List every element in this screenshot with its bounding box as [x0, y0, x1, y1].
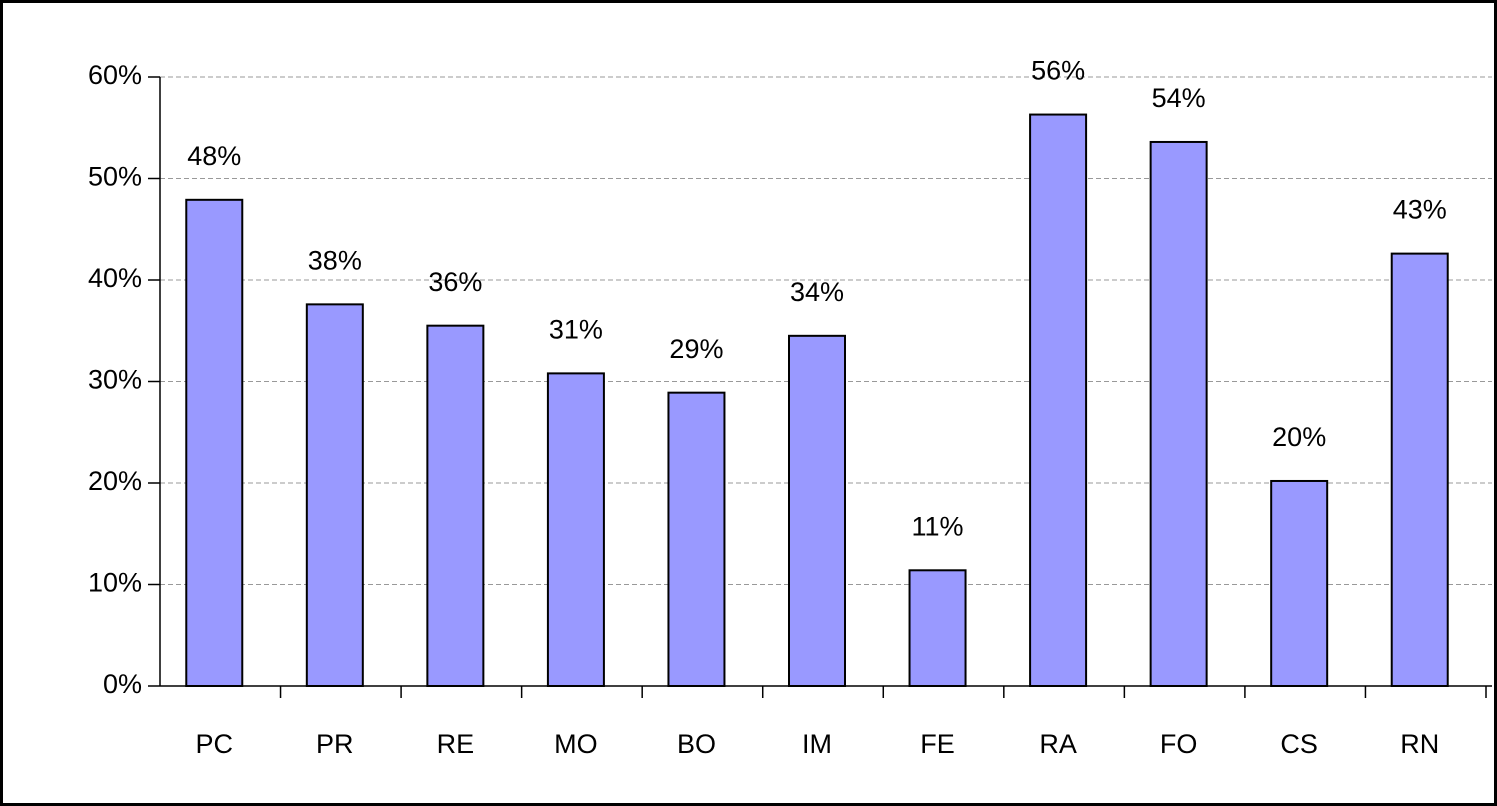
x-tick-label: RE [437, 729, 475, 759]
bar [1270, 479, 1329, 687]
data-label: 29% [669, 334, 723, 364]
data-label: 54% [1152, 83, 1206, 113]
bar [546, 372, 605, 687]
y-tick-label: 40% [88, 263, 142, 293]
x-tick-label: PC [196, 729, 234, 759]
bar [426, 324, 485, 687]
y-tick-label: 10% [88, 568, 142, 598]
data-label: 11% [912, 511, 964, 541]
bar [305, 303, 364, 687]
x-tick-label: IM [802, 729, 832, 759]
bar [185, 198, 244, 687]
data-label: 20% [1272, 422, 1326, 452]
y-tick-label: 50% [88, 162, 142, 192]
bar [788, 334, 846, 687]
data-label: 43% [1393, 195, 1447, 225]
bar [667, 391, 726, 687]
x-tick-label: RN [1400, 729, 1439, 759]
data-label: 56% [1031, 56, 1085, 86]
y-tick-label: 60% [88, 60, 142, 90]
bar [1029, 113, 1088, 688]
data-label: 34% [790, 277, 844, 307]
x-tick-label: MO [554, 729, 598, 759]
bar [1390, 252, 1449, 688]
x-tick-label: FO [1160, 729, 1198, 759]
bar [908, 569, 967, 687]
bar [1149, 140, 1208, 687]
x-tick-label: BO [677, 729, 716, 759]
x-tick-label: PR [316, 729, 354, 759]
y-tick-label: 20% [88, 466, 142, 496]
data-label: 48% [187, 141, 241, 171]
data-label: 38% [308, 245, 362, 275]
data-label: 36% [428, 267, 482, 297]
x-tick-label: FE [920, 729, 955, 759]
y-tick-label: 30% [88, 365, 142, 395]
y-tick-label: 0% [103, 669, 142, 699]
x-tick-label: RA [1039, 729, 1077, 759]
x-tick-label: CS [1280, 729, 1318, 759]
data-label: 31% [549, 315, 603, 345]
